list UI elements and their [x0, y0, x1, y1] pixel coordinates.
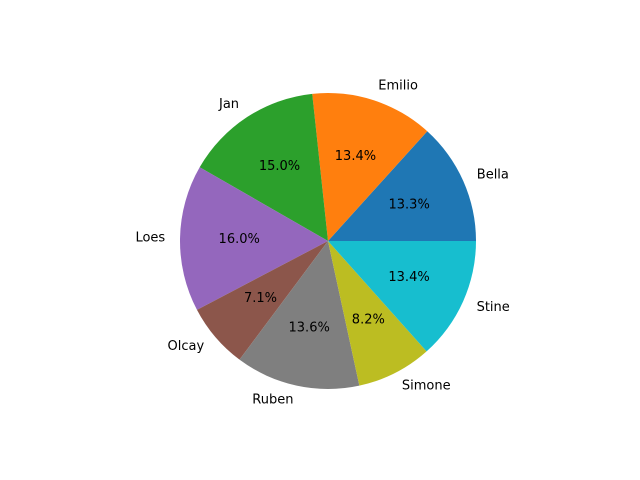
pie-percent-olcay: 7.1% — [244, 291, 277, 306]
pie-label-stine: Stine — [477, 300, 510, 315]
pie-label-ruben: Ruben — [252, 393, 293, 408]
pie-slice-stine — [328, 241, 476, 352]
pie-label-loes: Loes — [135, 230, 165, 245]
pie-label-emilio: Emilio — [378, 79, 418, 94]
pie-category-labels: Bella Emilio Jan Loes Olcay Ruben Simone Stine — [135, 79, 509, 408]
pie-slice-ruben — [239, 241, 360, 389]
pie-percent-loes: 16.0% — [219, 232, 260, 247]
pie-percentage-labels: 13.3% 13.4% 15.0% 16.0% 7.1% 13.6% 8.2% 13.4% — [219, 149, 430, 335]
pie-label-jan: Jan — [218, 97, 239, 112]
pie-label-simone: Simone — [402, 379, 451, 394]
pie-slice-bella — [328, 131, 476, 241]
pie-percent-jan: 15.0% — [259, 159, 300, 174]
pie-wedges — [180, 93, 476, 389]
pie-label-bella: Bella — [477, 167, 509, 182]
pie-slice-olcay — [196, 241, 328, 360]
pie-percent-bella: 13.3% — [389, 197, 430, 212]
pie-percent-ruben: 13.6% — [289, 320, 330, 335]
pie-label-olcay: Olcay — [168, 339, 205, 354]
pie-slice-loes — [180, 167, 328, 310]
pie-slice-jan — [199, 93, 328, 242]
pie-percent-stine: 13.4% — [388, 270, 429, 285]
pie-slice-emilio — [312, 93, 428, 242]
pie-percent-simone: 8.2% — [352, 313, 385, 328]
pie-percent-emilio: 13.4% — [335, 149, 376, 164]
pie-slice-simone — [328, 241, 427, 386]
